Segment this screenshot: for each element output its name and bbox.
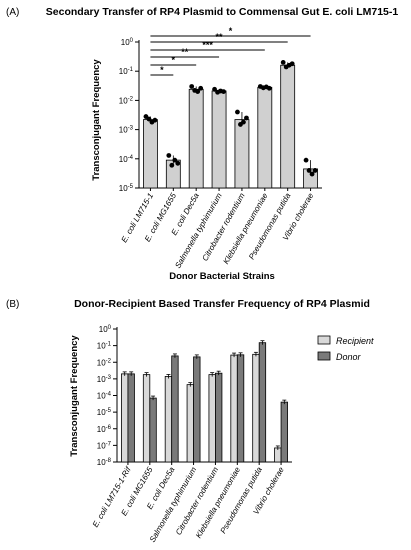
panel-a-data-point <box>280 60 286 65</box>
panel-b-label: (B) <box>6 299 19 310</box>
panel-b-ytick-label: 100 <box>99 325 112 334</box>
panel-a-data-point <box>241 119 246 125</box>
panel-b-bar-recipient <box>164 376 173 463</box>
panel-a-data-point <box>212 86 217 92</box>
panel-b-ytick-label: 10-3 <box>97 375 112 384</box>
panel-a-data-point <box>303 157 309 163</box>
panel-a-data-point <box>309 171 315 177</box>
panel-b-bar-donor <box>127 373 135 463</box>
panel-b-legend-swatch <box>317 335 331 345</box>
panel-a-significance-label: *** <box>202 40 213 50</box>
panel-a-ytick-label: 10-1 <box>119 67 134 76</box>
panel-b-bar-recipient <box>274 447 282 463</box>
panel-a-data-point <box>166 153 172 158</box>
panel-a-data-point <box>172 157 178 163</box>
panel-b-bar-recipient <box>252 353 260 463</box>
panel-b-bar-donor <box>215 372 223 463</box>
panel-a-data-point <box>195 89 201 95</box>
panel-a-bar <box>143 119 158 189</box>
panel-a-data-point <box>244 115 249 121</box>
panel-b-ytick-label: 10-7 <box>97 441 112 450</box>
panel-a-ytick-label: 100 <box>121 38 134 47</box>
panel-a-category-label: Citrobacter rodentium <box>200 191 246 262</box>
panel-a-bar <box>257 86 273 189</box>
panel-b-bar-donor <box>258 342 267 463</box>
panel-b-bar-donor <box>236 354 245 463</box>
panel-b-ylabel: Transconjugant Frequency <box>69 335 80 457</box>
panel-b-bar-donor <box>171 355 179 463</box>
panel-b-ytick-label: 10-5 <box>97 408 112 417</box>
panel-a-ytick-label: 10-2 <box>119 96 134 105</box>
panel-a-bar <box>188 88 204 189</box>
panel-b-ytick-label: 10-2 <box>97 358 112 367</box>
panel-b-ytick-label: 10-6 <box>97 425 112 434</box>
panel-a-label: (A) <box>6 7 19 18</box>
panel-b-bar-recipient <box>121 373 129 463</box>
panel-a-data-point <box>146 116 152 122</box>
panel-a-ylabel: Transconjugant Frequency <box>91 59 102 181</box>
panel-b-bar-donor <box>193 356 201 463</box>
panel-a-data-point <box>266 85 272 91</box>
panel-b-ytick-label: 10-1 <box>97 342 112 351</box>
panel-a-data-point <box>235 109 240 115</box>
panel-a-significance-label: ** <box>181 47 189 57</box>
panel-b-bar-donor <box>280 401 288 463</box>
panel-a-title-text: Secondary Transfer of RP4 Plasmid to Com… <box>46 6 399 18</box>
panel-b-category-label: E. coli LM715-1-Rif <box>91 465 133 529</box>
panel-a-data-point <box>312 168 318 173</box>
panel-b-ytick-label: 10-8 <box>97 458 112 467</box>
panel-b-chart: 10-8 10-7 10-6 10-5 10-4 10-3 10-2 10-1 100 E. co… <box>91 325 374 544</box>
panel-b-bar-recipient <box>230 354 238 463</box>
panel-a-data-point <box>175 160 181 166</box>
panel-a-xlabel: Donor Bacterial Strains <box>169 271 275 282</box>
panel-a-category-label: Pseudomonas putida <box>247 191 293 261</box>
panel-a-data-point <box>152 117 158 123</box>
panel-b-bar-recipient <box>186 384 194 463</box>
panel-a-ytick-label: 10-4 <box>119 155 134 164</box>
panel-b-legend-label: Donor <box>336 352 362 362</box>
panel-a-significance-label: * <box>172 55 176 65</box>
panel-b-legend-label: Recipient <box>336 336 374 346</box>
panel-b-title: Donor-Recipient Based Transfer Frequency… <box>74 298 370 310</box>
panel-a-ytick-label: 10-5 <box>119 184 134 193</box>
panel-a-bar <box>234 119 250 189</box>
panel-a-title: Secondary Transfer of RP4 Plasmid to Com… <box>46 6 399 18</box>
panel-a-ytick-label: 10-3 <box>119 126 134 135</box>
panel-a-significance-label: * <box>229 26 233 36</box>
panel-a-bar <box>280 64 296 189</box>
panel-a-data-point <box>189 84 195 89</box>
panel-a-data-point <box>289 61 295 67</box>
panel-b-ytick-label: 10-4 <box>97 392 112 401</box>
panel-b-legend-swatch <box>317 351 331 361</box>
panel-a-significance-label: * <box>160 65 164 75</box>
panel-b-bar-donor <box>149 397 157 463</box>
panel-b-bar-recipient <box>142 374 151 463</box>
panel-a-data-point <box>169 162 175 168</box>
panel-a-bar <box>211 90 227 189</box>
panel-a-data-point <box>198 85 204 91</box>
panel-a-data-point <box>306 168 312 173</box>
panel-a-data-point <box>221 89 226 95</box>
panel-b-bar-recipient <box>208 374 216 463</box>
panel-a-significance-label: ** <box>216 32 224 42</box>
